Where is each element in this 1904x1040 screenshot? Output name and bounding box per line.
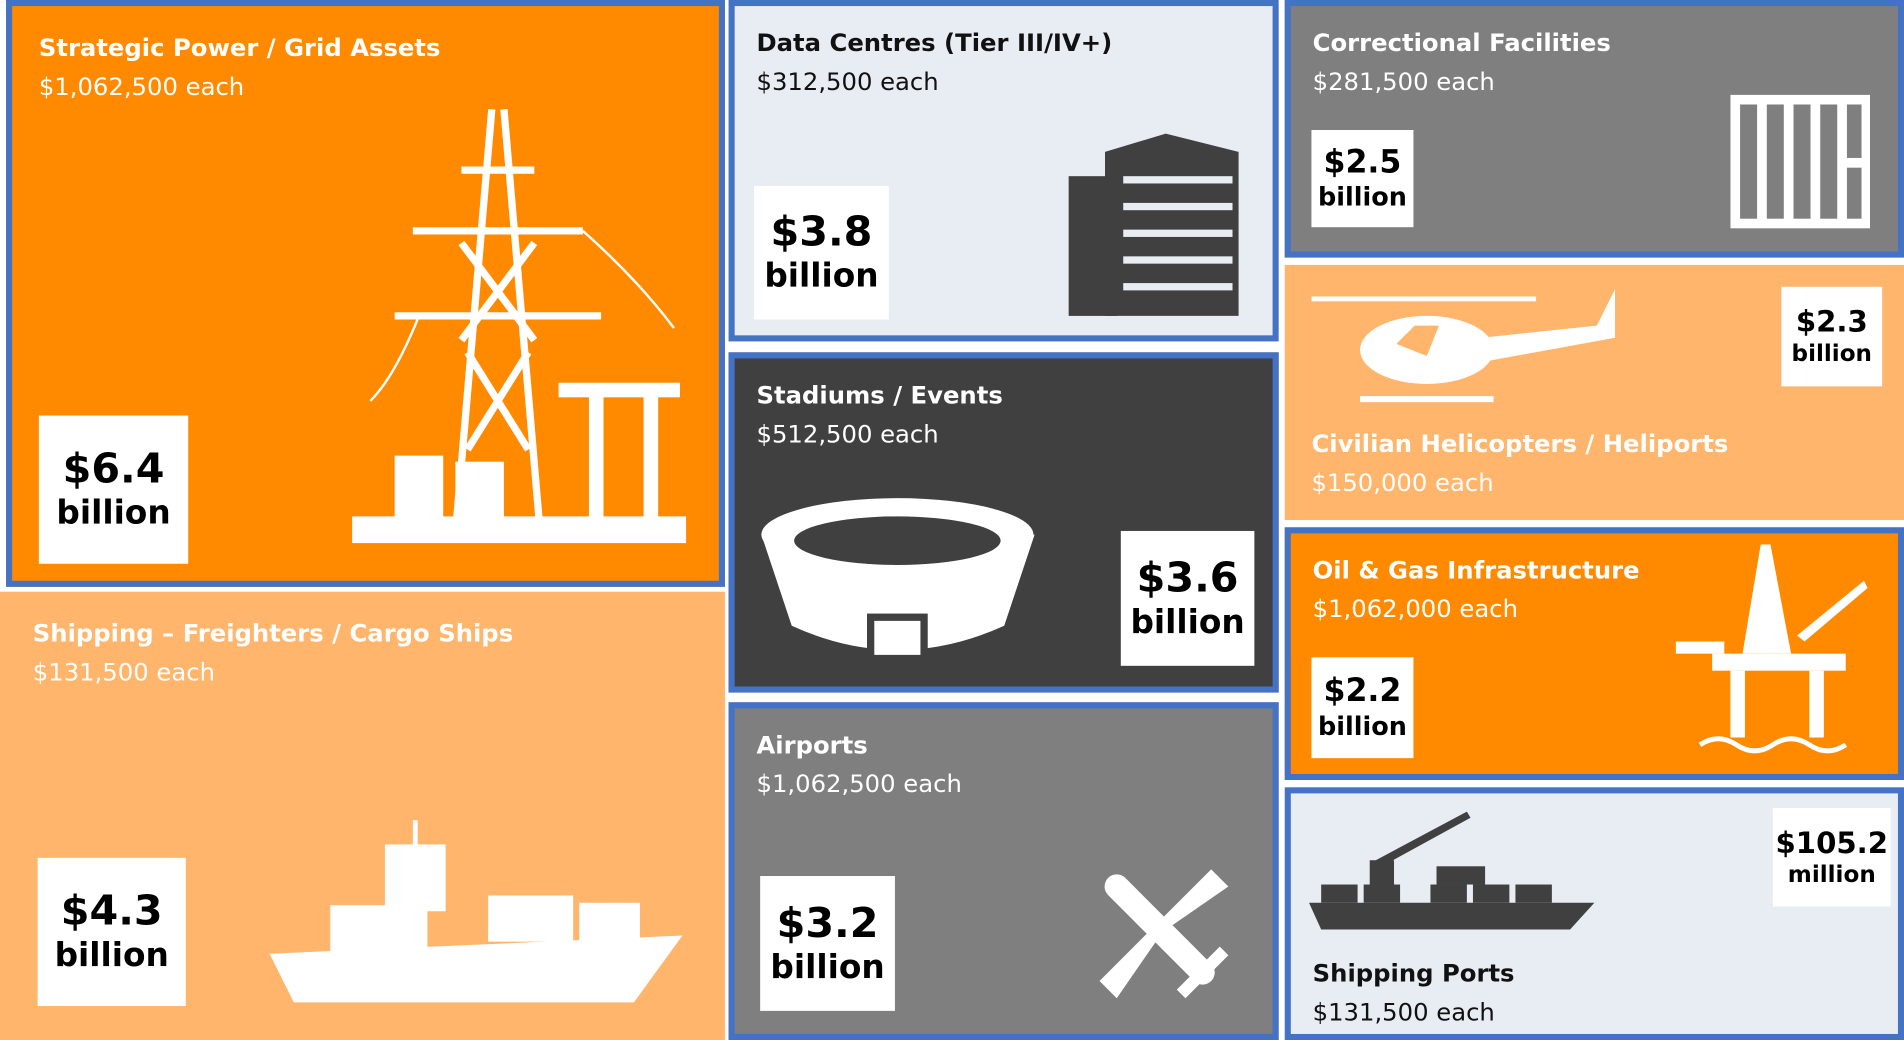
amount-box: $105.2 million	[1772, 807, 1891, 907]
tile-title: Shipping – Freighters / Cargo Ships	[32, 618, 514, 648]
amount: $2.5	[1323, 144, 1402, 181]
amount: $2.2	[1323, 673, 1402, 710]
amount-unit: billion	[764, 257, 879, 296]
tile-price: $312,500 each	[756, 66, 939, 96]
helicopter-icon	[1311, 289, 1616, 403]
amount-unit: billion	[1791, 340, 1872, 367]
amount: $2.3	[1795, 305, 1868, 340]
tile-title: Data Centres (Tier III/IV+)	[756, 27, 1113, 58]
amount-unit: billion	[1317, 182, 1407, 212]
tile-price: $150,000 each	[1311, 467, 1494, 497]
amount: $6.4	[62, 445, 165, 494]
amount-box: $3.2 billion	[760, 876, 895, 1011]
building-icon	[1068, 133, 1239, 316]
plane-icon	[1099, 869, 1229, 999]
rig-icon	[1675, 544, 1868, 754]
cell-icon	[1730, 94, 1871, 229]
tile: Strategic Power / Grid Assets $1,062,500 …	[6, 0, 725, 587]
amount-box: $6.4 billion	[38, 415, 189, 564]
amount-unit: billion	[1317, 711, 1407, 741]
amount-unit: billion	[56, 494, 171, 533]
amount-unit: million	[1787, 860, 1876, 888]
tile-price: $131,500 each	[32, 657, 215, 687]
amount-box: $3.8 billion	[754, 185, 889, 320]
tile: Oil & Gas Infrastructure $1,062,000 each $…	[1284, 527, 1904, 781]
stadium-icon	[761, 498, 1035, 663]
amount-box: $2.3 billion	[1781, 286, 1883, 387]
cargo-ship-icon	[1309, 811, 1595, 930]
tile-title: Stadiums / Events	[756, 380, 1003, 410]
tile-price: $281,500 each	[1312, 66, 1495, 96]
amount-unit: billion	[770, 948, 885, 987]
amount-box: $2.2 billion	[1311, 657, 1414, 759]
tile-price: $1,062,500 each	[38, 71, 245, 101]
tile-price: $1,062,000 each	[1312, 594, 1519, 624]
tile-title: Oil & Gas Infrastructure	[1312, 555, 1640, 585]
tile-title: Civilian Helicopters / Heliports	[1311, 428, 1729, 459]
pylon-icon	[352, 109, 687, 544]
tile: Civilian Helicopters / Heliports $150,000…	[1284, 264, 1904, 521]
tile-price: $512,500 each	[756, 419, 939, 449]
tile-price: $1,062,500 each	[756, 769, 962, 799]
amount-box: $4.3 billion	[37, 857, 186, 1007]
amount: $105.2	[1775, 825, 1889, 860]
tile-title: Airports	[756, 730, 868, 760]
amount: $4.3	[60, 887, 163, 937]
tile-title: Correctional Facilities	[1312, 27, 1611, 58]
amount-unit: billion	[1130, 603, 1245, 642]
tile: Airports $1,062,500 each $3.2 billion	[728, 702, 1279, 1040]
tile-price: $131,500 each	[1312, 997, 1495, 1027]
amount-unit: billion	[54, 937, 169, 975]
amount: $3.6	[1136, 553, 1239, 603]
amount-box: $3.6 billion	[1120, 530, 1255, 666]
amount-box: $2.5 billion	[1311, 130, 1414, 228]
ship-icon	[269, 820, 683, 1003]
amount: $3.8	[770, 208, 873, 257]
tile-title: Shipping Ports	[1312, 958, 1515, 988]
tile-title: Strategic Power / Grid Assets	[38, 32, 441, 62]
amount: $3.2	[776, 898, 879, 948]
